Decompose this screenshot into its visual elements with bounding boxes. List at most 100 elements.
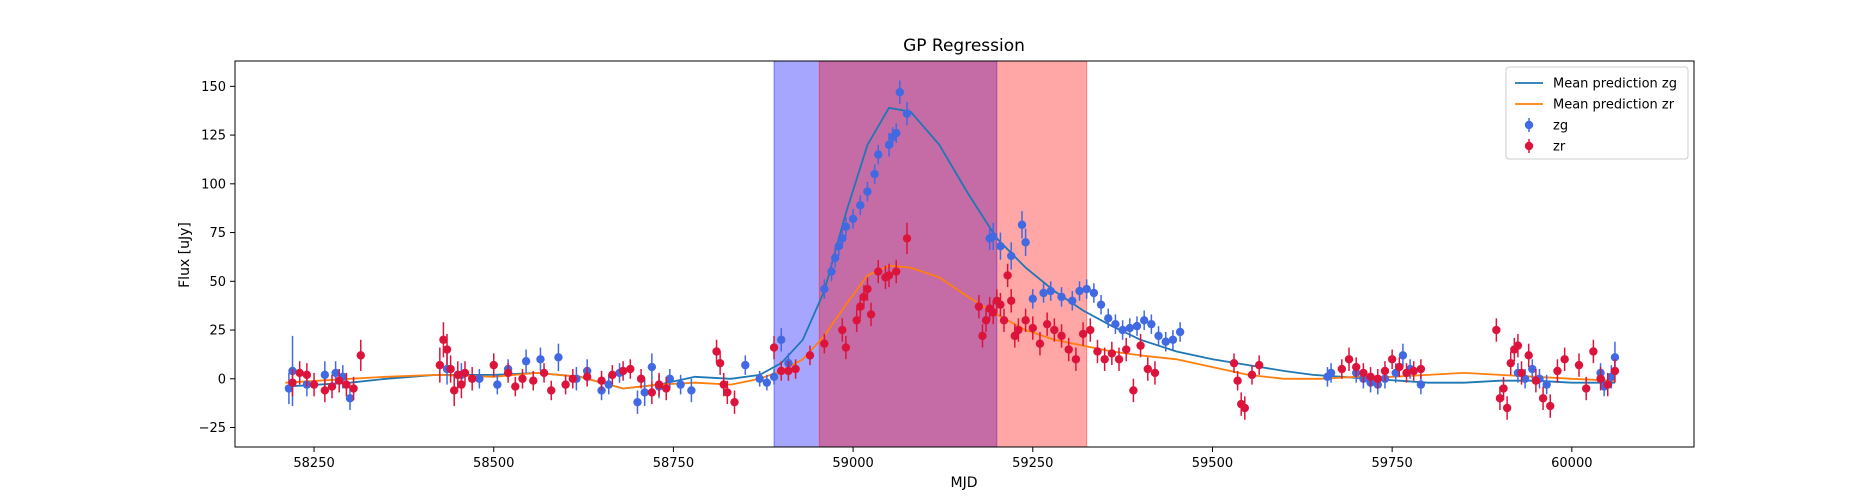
plot-frame <box>234 60 1695 448</box>
data-point <box>345 394 355 403</box>
data-point <box>777 335 786 344</box>
data-point <box>1057 331 1066 341</box>
y-tick-label: 75 <box>209 226 226 241</box>
data-point <box>1132 321 1142 331</box>
legend-box <box>1505 66 1689 160</box>
data-point <box>547 386 556 395</box>
data-point <box>1050 325 1059 335</box>
data-point <box>320 386 330 395</box>
data-point <box>1402 368 1411 378</box>
blue-span <box>773 61 998 447</box>
data-point <box>450 386 459 395</box>
data-point <box>349 384 358 393</box>
data-point <box>769 372 779 382</box>
data-point <box>1017 220 1027 229</box>
data-point <box>1254 360 1264 370</box>
data-point <box>335 376 344 385</box>
data-point <box>1610 353 1620 362</box>
data-point <box>769 343 779 352</box>
data-point <box>1610 366 1620 376</box>
y-axis-label: Flux [uJy] <box>177 222 193 288</box>
data-point <box>1395 362 1404 372</box>
data-point <box>874 150 883 159</box>
x-tick-label: 58250 <box>293 456 334 471</box>
y-tick-label: 50 <box>209 275 226 290</box>
data-point <box>676 380 685 389</box>
data-point <box>568 374 577 383</box>
x-tick-label: 59500 <box>1192 456 1233 471</box>
data-point <box>852 316 861 325</box>
x-tick-label: 58750 <box>653 456 694 471</box>
y-tick-label: 25 <box>209 324 226 339</box>
series-zg <box>284 80 1620 414</box>
data-point <box>805 351 815 360</box>
x-axis-label: MJD <box>951 475 978 491</box>
data-point <box>1233 376 1242 385</box>
data-point <box>1111 319 1120 329</box>
y-tick-label: 100 <box>201 177 226 192</box>
data-point <box>974 302 984 311</box>
data-point <box>1506 358 1515 368</box>
data-point <box>874 267 883 276</box>
data-point <box>604 380 613 389</box>
data-point <box>1513 341 1523 350</box>
data-point <box>460 368 470 378</box>
data-point <box>554 353 563 362</box>
plot-area <box>284 61 1620 447</box>
data-point <box>446 364 455 374</box>
data-point <box>1603 380 1612 389</box>
data-point <box>1075 286 1084 296</box>
data-point <box>1229 358 1239 368</box>
data-point <box>1596 374 1605 383</box>
data-point <box>636 374 646 383</box>
data-point <box>820 284 829 294</box>
data-point <box>841 343 851 352</box>
data-point <box>996 300 1005 309</box>
data-point <box>863 284 872 294</box>
x-tick-label: 58500 <box>473 456 514 471</box>
data-point <box>1136 341 1145 350</box>
data-point <box>327 382 337 391</box>
data-point <box>647 388 657 397</box>
data-point <box>1007 296 1016 305</box>
y-tick-label: 0 <box>218 372 226 387</box>
legend-label: Mean prediction zr <box>1553 98 1675 113</box>
y-tick-label: 125 <box>201 129 226 144</box>
data-point <box>1247 370 1257 380</box>
data-point <box>723 388 732 397</box>
data-point <box>1028 294 1037 304</box>
data-point <box>356 351 365 360</box>
data-point <box>1042 319 1052 329</box>
data-point <box>1524 351 1533 360</box>
legend: Mean prediction zg Mean prediction zr zg zr <box>1505 66 1689 160</box>
data-point <box>511 382 520 391</box>
data-point <box>1104 314 1113 323</box>
data-point <box>1542 380 1551 389</box>
data-point <box>331 368 340 378</box>
data-point <box>989 308 998 317</box>
data-point <box>662 384 671 393</box>
data-point <box>529 376 538 385</box>
data-point <box>1492 325 1501 335</box>
data-point <box>1528 364 1537 374</box>
data-point <box>859 292 869 302</box>
data-point <box>687 386 696 395</box>
data-point <box>712 347 721 356</box>
data-point <box>1122 345 1131 354</box>
data-point <box>1107 349 1117 358</box>
data-point <box>1089 288 1099 298</box>
data-point <box>654 380 664 389</box>
data-point <box>1398 351 1408 360</box>
data-point <box>1409 366 1418 376</box>
data-point <box>518 374 527 383</box>
data-point <box>870 169 879 179</box>
data-point <box>493 380 502 389</box>
data-point <box>755 374 764 383</box>
data-point <box>1495 394 1505 403</box>
data-point <box>539 368 549 378</box>
data-point <box>863 187 872 196</box>
data-point <box>1150 368 1160 378</box>
data-point <box>902 109 912 118</box>
data-point <box>503 368 513 378</box>
data-point <box>1014 325 1023 335</box>
